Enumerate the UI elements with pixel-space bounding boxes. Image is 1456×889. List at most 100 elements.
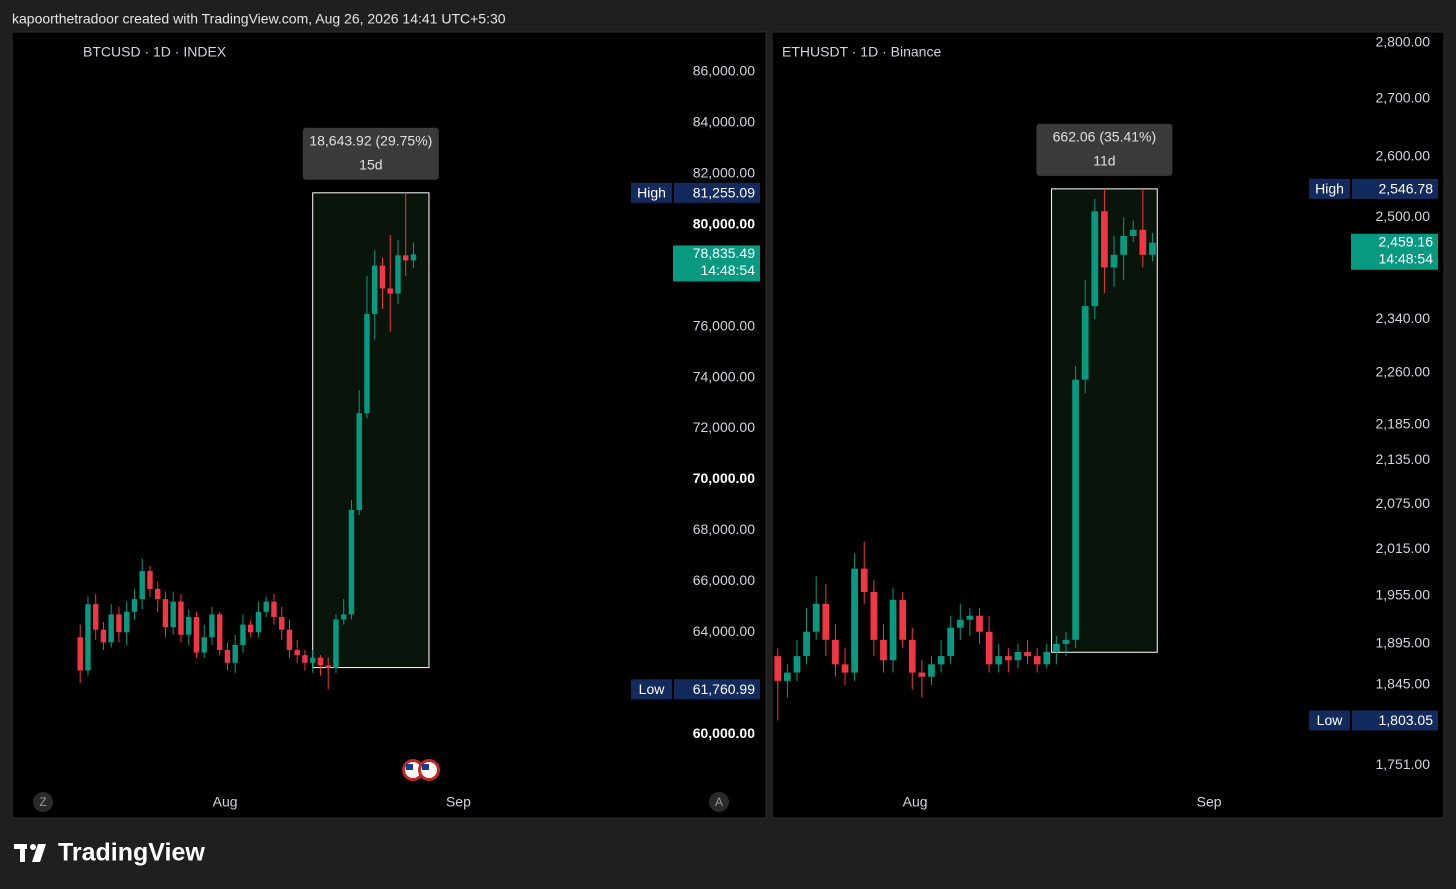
x-tick-label: Aug [213, 794, 238, 810]
chart-title: BTCUSD · 1D · INDEX [83, 44, 227, 60]
measure-tooltip [1036, 123, 1173, 176]
candle-body [100, 629, 107, 643]
y-tick-label: 2,135.00 [1376, 451, 1431, 467]
flag-icon [406, 764, 413, 770]
candle-body [860, 568, 868, 592]
candle-body [131, 599, 138, 612]
candle-body [123, 611, 130, 633]
logo-shape [30, 844, 36, 850]
candle-body [1139, 229, 1147, 255]
y-tick-label: 82,000.00 [693, 165, 755, 181]
last-price-box [673, 245, 760, 282]
candle-body [1014, 652, 1022, 661]
candle-body [364, 313, 370, 414]
x-tick-label: Sep [1197, 794, 1222, 810]
last-price-value: 78,835.49 [693, 245, 755, 261]
candle-body [1120, 235, 1127, 255]
y-tick-label: 2,340.00 [1376, 310, 1431, 326]
candle-body [92, 604, 99, 630]
last-price-value: 2,459.16 [1379, 233, 1434, 249]
measure-duration: 15d [359, 157, 382, 173]
candle-body [209, 614, 215, 638]
candle-body [1004, 656, 1012, 661]
price-marker-value-box [1352, 710, 1438, 731]
candle-body [271, 601, 277, 617]
flag-icon [422, 764, 429, 770]
measure-label: 18,643.92 (29.75%) [309, 133, 432, 149]
price-marker-name: Low [639, 681, 666, 697]
candle-body [379, 265, 386, 289]
candle-body [341, 614, 347, 620]
y-tick-label: 66,000.00 [693, 572, 755, 588]
header-text: kapoorthetradoor created with TradingVie… [12, 11, 506, 27]
scale-button [709, 792, 729, 812]
price-marker-name-box [631, 182, 672, 203]
measure-tooltip [302, 127, 439, 180]
candle-body [880, 639, 887, 661]
y-tick-label: 76,000.00 [693, 317, 755, 333]
logo-shape [20, 844, 25, 862]
price-marker-value: 2,546.78 [1379, 181, 1434, 197]
measure-label: 662.06 (35.41%) [1053, 129, 1157, 145]
candle-body [356, 413, 362, 510]
candle-body [201, 637, 207, 653]
candle-body [976, 615, 983, 632]
candle-body [348, 509, 355, 615]
candle-body [255, 611, 262, 633]
logo-text: TradingView [58, 839, 205, 867]
chart-title: ETHUSDT · 1D · Binance [782, 44, 941, 60]
y-tick-label: 72,000.00 [693, 419, 755, 435]
candle-body [784, 672, 791, 681]
candle-body [309, 657, 316, 663]
price-marker-name-box [1309, 178, 1350, 199]
y-tick-label: 64,000.00 [693, 623, 755, 639]
candle-body [286, 629, 293, 651]
y-tick-label: 80,000.00 [693, 215, 755, 231]
candle-body [841, 664, 849, 673]
price-marker-name-box [1309, 710, 1350, 731]
price-marker-value: 61,760.99 [693, 681, 755, 697]
y-tick-label: 2,500.00 [1376, 208, 1431, 224]
scale-button [33, 792, 53, 812]
y-tick-label: 2,185.00 [1376, 415, 1431, 431]
candle-body [985, 631, 993, 665]
candle-body [1024, 652, 1031, 657]
y-tick-label: 84,000.00 [693, 114, 755, 130]
candle-body [956, 619, 964, 628]
candle-body [822, 603, 830, 640]
logo-shape [32, 844, 46, 862]
candle-body [294, 650, 300, 656]
y-tick-label: 2,700.00 [1376, 90, 1431, 106]
candle-body [812, 603, 820, 632]
price-marker-value: 81,255.09 [693, 185, 755, 201]
candle-body [325, 665, 331, 668]
last-price-box [1351, 233, 1438, 270]
candle-body [1072, 379, 1079, 640]
event-flags [402, 759, 440, 781]
y-tick-label: 86,000.00 [693, 63, 755, 79]
candle-body [403, 255, 409, 261]
candle-body [333, 619, 339, 668]
y-tick-label: 1,845.00 [1376, 676, 1431, 692]
y-tick-label: 70,000.00 [693, 470, 755, 486]
candle-body [1081, 306, 1089, 380]
last-price-countdown: 14:48:54 [1379, 250, 1434, 266]
y-tick-label: 2,600.00 [1376, 148, 1431, 164]
candle-body [803, 631, 810, 657]
x-tick-label: Aug [903, 794, 928, 810]
candle-body [995, 656, 1003, 665]
candle-body [774, 656, 782, 681]
y-tick-label: 2,800.00 [1376, 34, 1431, 50]
candle-body [937, 656, 945, 665]
candle-body [899, 599, 907, 640]
candle-body [966, 615, 974, 620]
candle-body [154, 588, 161, 600]
candle-body [889, 599, 897, 661]
candle-body [185, 616, 192, 635]
candle-body [85, 604, 91, 671]
candle-body [108, 614, 114, 643]
candle-body [870, 591, 878, 640]
y-tick-label: 60,000.00 [693, 725, 755, 741]
candle-body [947, 627, 955, 657]
